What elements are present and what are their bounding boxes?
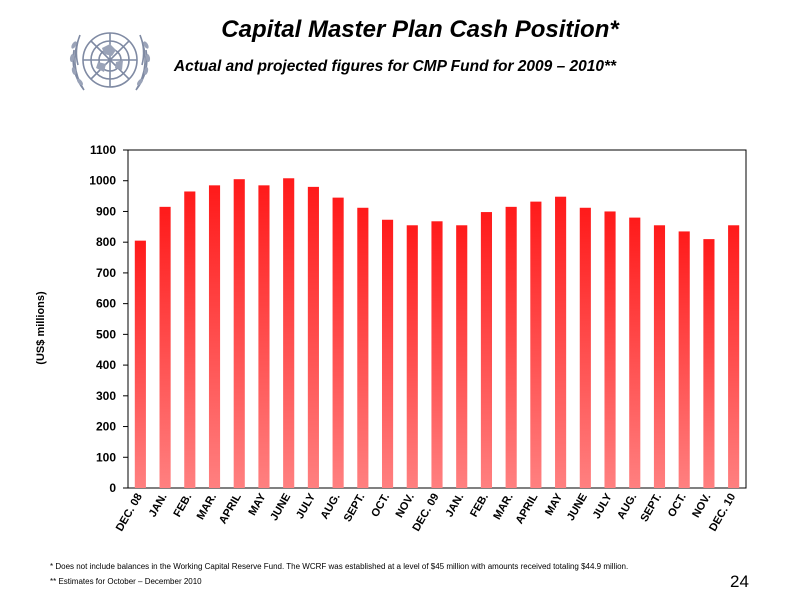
bar <box>283 178 295 488</box>
y-tick-label: 800 <box>96 235 116 249</box>
bar <box>505 206 517 488</box>
x-tick-label: MAY <box>543 491 565 518</box>
x-tick-label: SEPT. <box>342 492 368 524</box>
y-tick-label: 1100 <box>90 143 116 157</box>
x-tick-label: JAN. <box>147 492 170 520</box>
bar <box>653 225 666 489</box>
x-tick-label: APRIL <box>514 491 541 526</box>
bar <box>134 240 146 488</box>
x-tick-label: FEB. <box>468 492 491 520</box>
bar <box>604 211 616 489</box>
bar <box>159 206 171 488</box>
bar <box>579 207 591 488</box>
y-tick-label: 200 <box>96 420 116 434</box>
y-tick-label: 500 <box>96 327 116 341</box>
bar <box>703 239 715 488</box>
x-tick-label: AUG. <box>615 492 639 522</box>
bar <box>456 225 468 489</box>
bar <box>233 179 245 488</box>
y-tick-label: 1000 <box>89 174 116 188</box>
bar <box>332 197 344 489</box>
y-tick-label: 900 <box>96 204 116 218</box>
page-number: 24 <box>730 572 749 591</box>
footnote-estimates: ** Estimates for October – December 2010 <box>50 577 202 586</box>
x-tick-label: APRIL <box>217 491 244 526</box>
x-tick-label: JAN. <box>443 492 466 520</box>
x-tick-label: SEPT. <box>638 492 664 524</box>
x-axis-labels: DEC. 08 JAN. FEB. MAR.APRIL MAY JUNE JULY AUG. S… <box>114 491 738 534</box>
bar <box>307 186 319 488</box>
x-tick-label: OCT. <box>369 492 392 520</box>
bar <box>357 207 369 488</box>
bar <box>555 196 567 489</box>
x-tick-label: MAR. <box>195 492 219 522</box>
bar <box>258 185 270 488</box>
x-tick-label: OCT. <box>666 492 689 520</box>
x-tick-label: JULY <box>591 491 615 521</box>
bar <box>406 225 418 489</box>
un-emblem-logo <box>69 32 151 91</box>
bar <box>431 221 443 488</box>
bars <box>134 178 740 489</box>
y-tick-label: 100 <box>96 450 116 464</box>
y-tick-label: 400 <box>96 358 116 372</box>
x-tick-label: AUG. <box>319 492 343 522</box>
x-tick-label: MAY <box>246 491 268 518</box>
bar <box>678 231 690 488</box>
bar <box>208 185 221 488</box>
y-tick-label: 300 <box>96 389 116 403</box>
chart-subtitle: Actual and projected figures for CMP Fun… <box>173 58 617 75</box>
bar <box>184 191 196 488</box>
x-tick-label: MAR. <box>491 492 515 522</box>
y-tick-label: 700 <box>96 266 116 280</box>
y-axis-label: (US$ millions) <box>35 291 47 365</box>
y-tick-label: 0 <box>109 481 116 495</box>
bar <box>530 201 542 488</box>
x-tick-label: JULY <box>294 491 318 521</box>
y-axis: 0 100 200 300 400 500 600 700 800 900 1000 1100 <box>89 143 747 495</box>
footnote-wcrf: * Does not include balances in the Worki… <box>50 562 629 571</box>
x-tick-label: NOV. <box>690 492 713 520</box>
bar <box>629 217 641 488</box>
x-tick-label: JUNE <box>565 492 590 523</box>
x-tick-label: FEB. <box>171 492 194 520</box>
y-tick-label: 600 <box>96 297 116 311</box>
x-tick-label: DEC. 08 <box>114 492 145 534</box>
bar <box>381 219 394 488</box>
x-tick-label: NOV. <box>394 492 417 520</box>
chart-title: Capital Master Plan Cash Position* <box>221 16 619 43</box>
bar <box>480 212 493 488</box>
bar <box>728 225 740 489</box>
x-tick-label: JUNE <box>268 492 293 523</box>
